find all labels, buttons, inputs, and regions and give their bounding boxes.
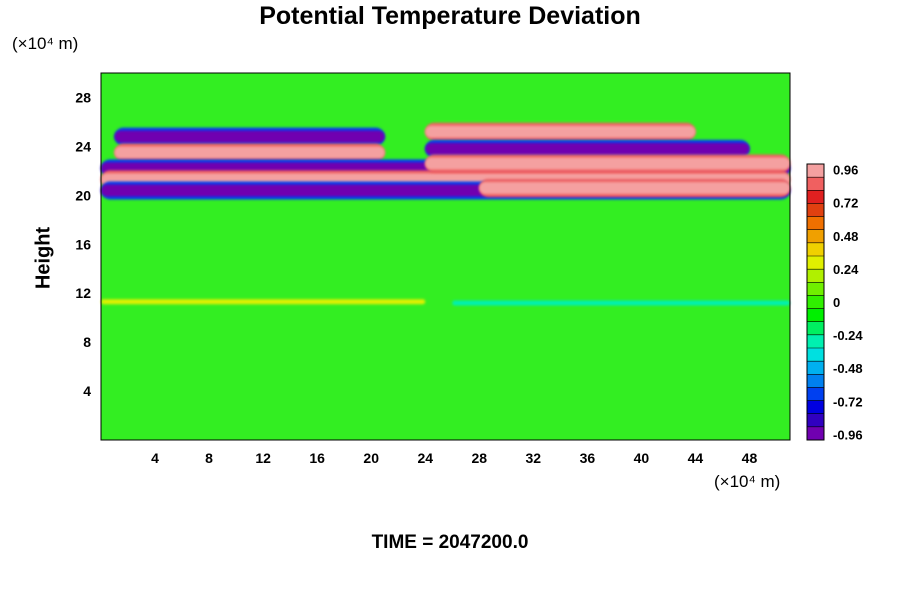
data-band: [452, 300, 790, 306]
colorbar-swatch: [807, 282, 824, 296]
x-tick-label: 28: [471, 450, 487, 466]
colorbar-swatch: [807, 426, 824, 441]
colorbar-swatch: [807, 269, 824, 283]
colorbar-frame: [806, 163, 825, 441]
colorbar-tick-label: -0.24: [833, 328, 863, 343]
x-tick-label: 32: [526, 450, 542, 466]
y-tick-label: 8: [83, 334, 91, 350]
x-tick-label: 20: [363, 450, 379, 466]
colorbar-swatch: [807, 374, 824, 388]
x-tick-label: 16: [309, 450, 325, 466]
colorbar-swatch: [807, 242, 824, 257]
colorbar-swatch: [807, 348, 824, 362]
x-tick-label: 36: [580, 450, 596, 466]
x-tick-label: 48: [742, 450, 758, 466]
x-axis-unit: (×10⁴ m): [714, 472, 781, 491]
y-tick-label: 20: [75, 187, 91, 203]
y-tick-label: 4: [83, 383, 91, 399]
colorbar-swatch: [807, 256, 824, 270]
y-tick-label: 28: [75, 89, 91, 105]
colorbar-swatch: [807, 400, 824, 415]
data-band: [114, 130, 385, 143]
chart-title: Potential Temperature Deviation: [259, 2, 641, 30]
colorbar-swatch: [807, 334, 824, 349]
data-band: [425, 157, 790, 170]
colorbar-swatch: [807, 203, 824, 218]
colorbar-swatch: [807, 413, 824, 428]
colorbar-swatch: [807, 321, 824, 336]
colorbar-swatch: [807, 308, 824, 323]
y-tick-label: 16: [75, 236, 91, 252]
data-band: [425, 142, 750, 155]
colorbar-tick-label: 0: [833, 295, 840, 310]
plot-frame: [100, 72, 791, 441]
colorbar-swatch: [807, 164, 824, 178]
time-label: TIME = 2047200.0: [371, 532, 529, 553]
x-tick-label: 40: [634, 450, 650, 466]
y-tick-label: 12: [75, 285, 91, 301]
colorbar-swatch: [807, 190, 824, 204]
colorbar-swatch: [807, 229, 824, 244]
colorbar-swatch: [807, 177, 824, 191]
data-band: [114, 146, 385, 159]
x-tick-label: 44: [688, 450, 704, 466]
colorbar-tick-label: 0.72: [833, 196, 858, 211]
x-tick-label: 8: [205, 450, 213, 466]
x-tick-labels: 4 8 12 16 20 24 28 32 36 40 44 48: [151, 450, 757, 466]
y-axis-unit: (×10⁴ m): [12, 34, 79, 53]
colorbar: 0.96 0.72 0.48 0.24 0 -0.24 -0.48 -0.72 -0.96: [806, 163, 863, 442]
plot-area: [100, 72, 791, 441]
data-band: [101, 299, 426, 305]
x-tick-label: 4: [151, 450, 159, 466]
colorbar-tick-label: 0.48: [833, 229, 858, 244]
x-tick-label: 24: [417, 450, 433, 466]
colorbar-tick-label: 0.96: [833, 163, 858, 178]
colorbar-tick-label: -0.96: [833, 427, 863, 442]
colorbar-tick-label: -0.48: [833, 361, 863, 376]
y-tick-label: 24: [75, 138, 91, 154]
data-band: [479, 181, 790, 194]
colorbar-tick-label: 0.24: [833, 262, 859, 277]
data-band: [425, 125, 696, 138]
x-tick-label: 12: [255, 450, 271, 466]
colorbar-tick-label: -0.72: [833, 394, 863, 409]
y-tick-labels: 4 8 12 16 20 24 28: [75, 89, 91, 399]
colorbar-swatch: [807, 295, 824, 310]
colorbar-swatch: [807, 387, 824, 402]
colorbar-swatch: [807, 361, 824, 375]
colorbar-swatch: [807, 216, 824, 231]
